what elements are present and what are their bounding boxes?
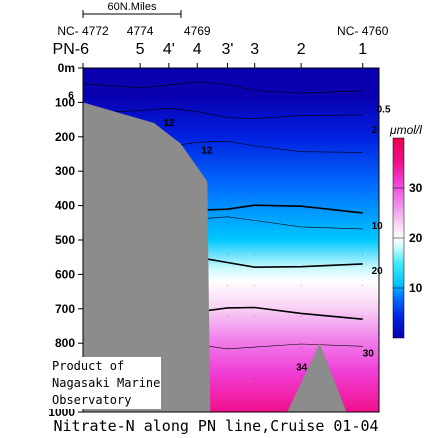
station-label: 1	[358, 41, 367, 58]
nc-station-label: 4774	[127, 24, 154, 38]
depth-tick-label: 100	[55, 95, 75, 109]
distance-scale-label: 60N.Miles	[108, 1, 157, 13]
distance-scale: 60N.Miles	[82, 1, 182, 18]
nc-station-label: NC- 4760	[337, 24, 389, 38]
section-plot-area	[83, 68, 379, 412]
contour-value-label: 10	[372, 221, 384, 232]
depth-tick-label: 200	[55, 130, 75, 144]
contour-value-label: 0.5	[377, 104, 391, 115]
colorbar-tick-label: 20	[409, 231, 423, 245]
depth-tick-label: 800	[55, 336, 75, 350]
contour-value-label: 12	[164, 118, 176, 129]
depth-tick-label: 600	[55, 267, 75, 281]
colorbar-unit-label: μmol/l	[389, 123, 422, 137]
depth-tick-label: 0m	[58, 61, 75, 75]
station-label: 3	[250, 41, 259, 58]
credit-line-3: Observatory	[52, 393, 131, 407]
contour-labels: 0.5 2 6 12 12 10 20 30 34	[68, 91, 391, 374]
nc-station-label: 4769	[184, 24, 211, 38]
contour-value-label: 6	[68, 91, 74, 102]
nc-station-label: NC- 4772	[57, 24, 109, 38]
station-label: 2	[297, 41, 306, 58]
contour-value-label: 34	[296, 362, 308, 373]
credit-line-1: Product of	[52, 359, 124, 373]
chart-title: Nitrate-N along PN line,Cruise 01-04	[53, 417, 378, 435]
contour-line-2	[83, 107, 363, 119]
contour-value-label: 2	[372, 125, 378, 136]
station-axis: PN-6 NC- 4772 5 4774 4' 4 4769 3' 3 2 1 NC- 4760	[53, 24, 389, 388]
depth-tick-label: 500	[55, 233, 75, 247]
depth-tick-label: 300	[55, 164, 75, 178]
seamount-shape	[287, 343, 347, 412]
credit-box: Product of Nagasaki Marine Observatory	[48, 357, 161, 409]
station-label: 3'	[221, 41, 233, 58]
credit-background	[48, 357, 161, 409]
colorbar-tick-label: 10	[409, 281, 423, 295]
bathymetry-shape	[83, 102, 211, 412]
contour-value-label: 30	[363, 349, 375, 360]
depth-tick-label: 400	[55, 199, 75, 213]
credit-line-2: Nagasaki Marine	[52, 376, 160, 390]
colorbar-tick-label: 30	[409, 181, 423, 195]
contour-line-0.5	[83, 81, 363, 94]
depth-tick-label: 700	[55, 302, 75, 316]
contour-value-label: 12	[201, 146, 213, 157]
station-label: PN-6	[53, 41, 90, 58]
station-label: 5	[136, 41, 145, 58]
station-label: 4'	[163, 41, 175, 58]
colorbar: μmol/l 10 20 30	[389, 123, 423, 339]
contour-value-label: 20	[372, 266, 384, 277]
station-label: 4	[193, 41, 202, 58]
